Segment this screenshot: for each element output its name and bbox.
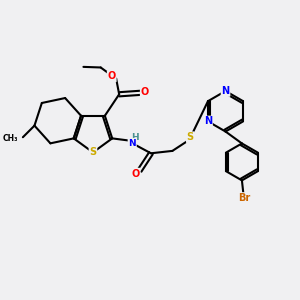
Text: H: H xyxy=(131,133,139,142)
Text: CH₃: CH₃ xyxy=(3,134,18,143)
Text: S: S xyxy=(187,132,194,142)
Text: O: O xyxy=(131,169,140,178)
Text: N: N xyxy=(204,116,212,126)
Text: S: S xyxy=(89,147,97,158)
Text: O: O xyxy=(108,71,116,81)
Text: O: O xyxy=(141,87,149,97)
Text: Br: Br xyxy=(238,193,250,203)
Text: N: N xyxy=(128,139,136,148)
Text: N: N xyxy=(221,86,230,96)
